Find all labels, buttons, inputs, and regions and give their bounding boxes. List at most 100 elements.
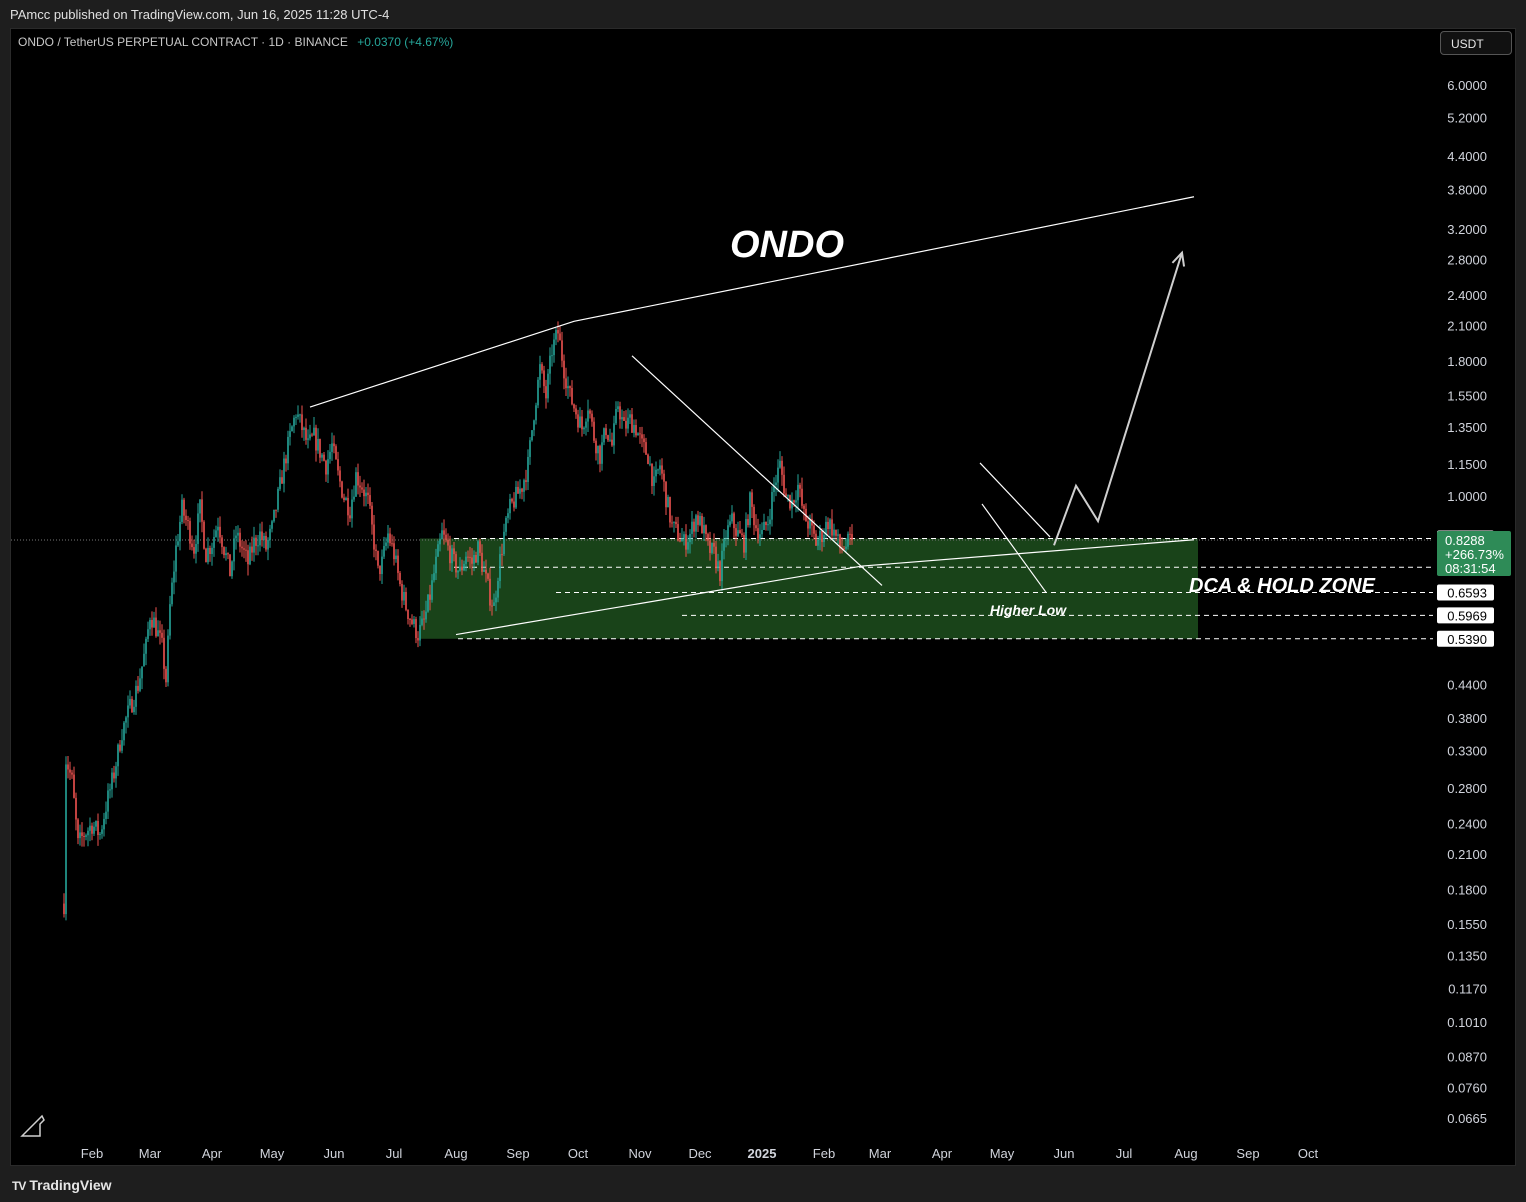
candle-body	[715, 546, 717, 569]
candle-body	[111, 772, 113, 790]
candle-body	[413, 619, 415, 624]
candle-body	[773, 485, 775, 493]
candle-body	[517, 486, 519, 494]
candle-body	[279, 477, 281, 489]
candle-body	[755, 525, 757, 529]
candle-body	[723, 538, 725, 551]
candle-body	[525, 480, 527, 482]
candle-body	[653, 476, 655, 486]
candle-body	[433, 573, 435, 581]
candle-body	[819, 530, 821, 540]
candle-body	[211, 547, 213, 555]
level-price-box	[1437, 607, 1494, 624]
candle-body	[777, 467, 779, 483]
candle-body	[329, 451, 331, 460]
candle-body	[837, 534, 839, 536]
candle-body	[457, 570, 459, 573]
candle-body	[207, 547, 209, 563]
y-tick-label: 0.0665	[1447, 1111, 1487, 1126]
candle-body	[427, 594, 429, 612]
candle-body	[739, 530, 741, 534]
tradingview-logo-icon: TV	[12, 1179, 26, 1193]
candle-body	[369, 495, 371, 506]
candle-body	[375, 549, 377, 551]
candle-body	[617, 406, 619, 409]
footer-brand[interactable]: TV TradingView	[12, 1177, 112, 1193]
candle-body	[633, 425, 635, 433]
candle-body	[745, 519, 747, 553]
candle-body	[149, 619, 151, 630]
candle-body	[161, 632, 163, 638]
arrow-head	[1171, 250, 1186, 267]
candle-body	[703, 525, 705, 534]
candle-body	[785, 493, 787, 497]
candle-body	[577, 414, 579, 428]
candle-body	[363, 489, 365, 497]
candle-body	[657, 469, 659, 471]
candle-body	[425, 611, 427, 620]
candle-body	[507, 513, 509, 518]
x-tick-label: Dec	[688, 1146, 712, 1161]
y-tick-label: 1.5500	[1447, 388, 1487, 403]
candle-body	[621, 417, 623, 420]
candle-body	[485, 569, 487, 574]
x-tick-label: Sep	[1236, 1146, 1259, 1161]
candle-body	[787, 495, 789, 497]
y-tick-label: 2.8000	[1447, 253, 1487, 268]
candle-body	[679, 540, 681, 542]
candle-body	[95, 821, 97, 827]
candle-body	[599, 445, 601, 464]
candle-body	[765, 521, 767, 526]
candle-body	[781, 460, 783, 475]
candle-body	[747, 519, 749, 526]
candle-body	[597, 445, 599, 454]
zone-label: DCA & HOLD ZONE	[1189, 575, 1376, 597]
candle-body	[417, 638, 419, 641]
candle-body	[789, 495, 791, 509]
candle-body	[313, 427, 315, 436]
candle-body	[481, 552, 483, 572]
publish-bar: PAmcc published on TradingView.com, Jun …	[0, 0, 1526, 28]
candle-body	[249, 546, 251, 565]
candle-body	[269, 528, 271, 540]
candle-body	[529, 440, 531, 457]
candle-body	[359, 485, 361, 488]
candle-body	[407, 609, 409, 619]
candle-body	[767, 524, 769, 526]
candle-body	[223, 547, 225, 556]
candle-body	[395, 555, 397, 560]
candle-body	[297, 414, 299, 417]
candle-body	[479, 541, 481, 553]
candle-body	[341, 481, 343, 498]
plot-area	[11, 196, 1433, 921]
candle-body	[719, 561, 721, 582]
chart-title: ONDO	[730, 224, 844, 266]
candle-body	[695, 515, 697, 532]
candle-body	[241, 546, 243, 549]
candle-body	[711, 542, 713, 553]
footer: TV TradingView	[0, 1166, 1526, 1202]
candle-body	[91, 825, 93, 834]
candle-body	[81, 832, 83, 837]
candle-body	[531, 430, 533, 441]
y-tick-label: 0.2100	[1447, 847, 1487, 862]
candle-body	[97, 821, 99, 835]
candle-body	[219, 526, 221, 538]
candle-body	[669, 497, 671, 523]
candle-body	[159, 630, 161, 633]
candle-body	[237, 532, 239, 536]
candle-body	[195, 543, 197, 554]
candle-body	[277, 488, 279, 510]
currency-button[interactable]: USDT	[1440, 31, 1512, 55]
candle-body	[585, 421, 587, 428]
candle-body	[489, 578, 491, 606]
candle-body	[311, 434, 313, 436]
candle-body	[445, 534, 447, 540]
candle-body	[203, 521, 205, 549]
candle-body	[603, 428, 605, 443]
candle-body	[549, 355, 551, 374]
candle-body	[69, 769, 71, 773]
candle-body	[561, 340, 563, 361]
y-tick-label: 2.1000	[1447, 319, 1487, 334]
